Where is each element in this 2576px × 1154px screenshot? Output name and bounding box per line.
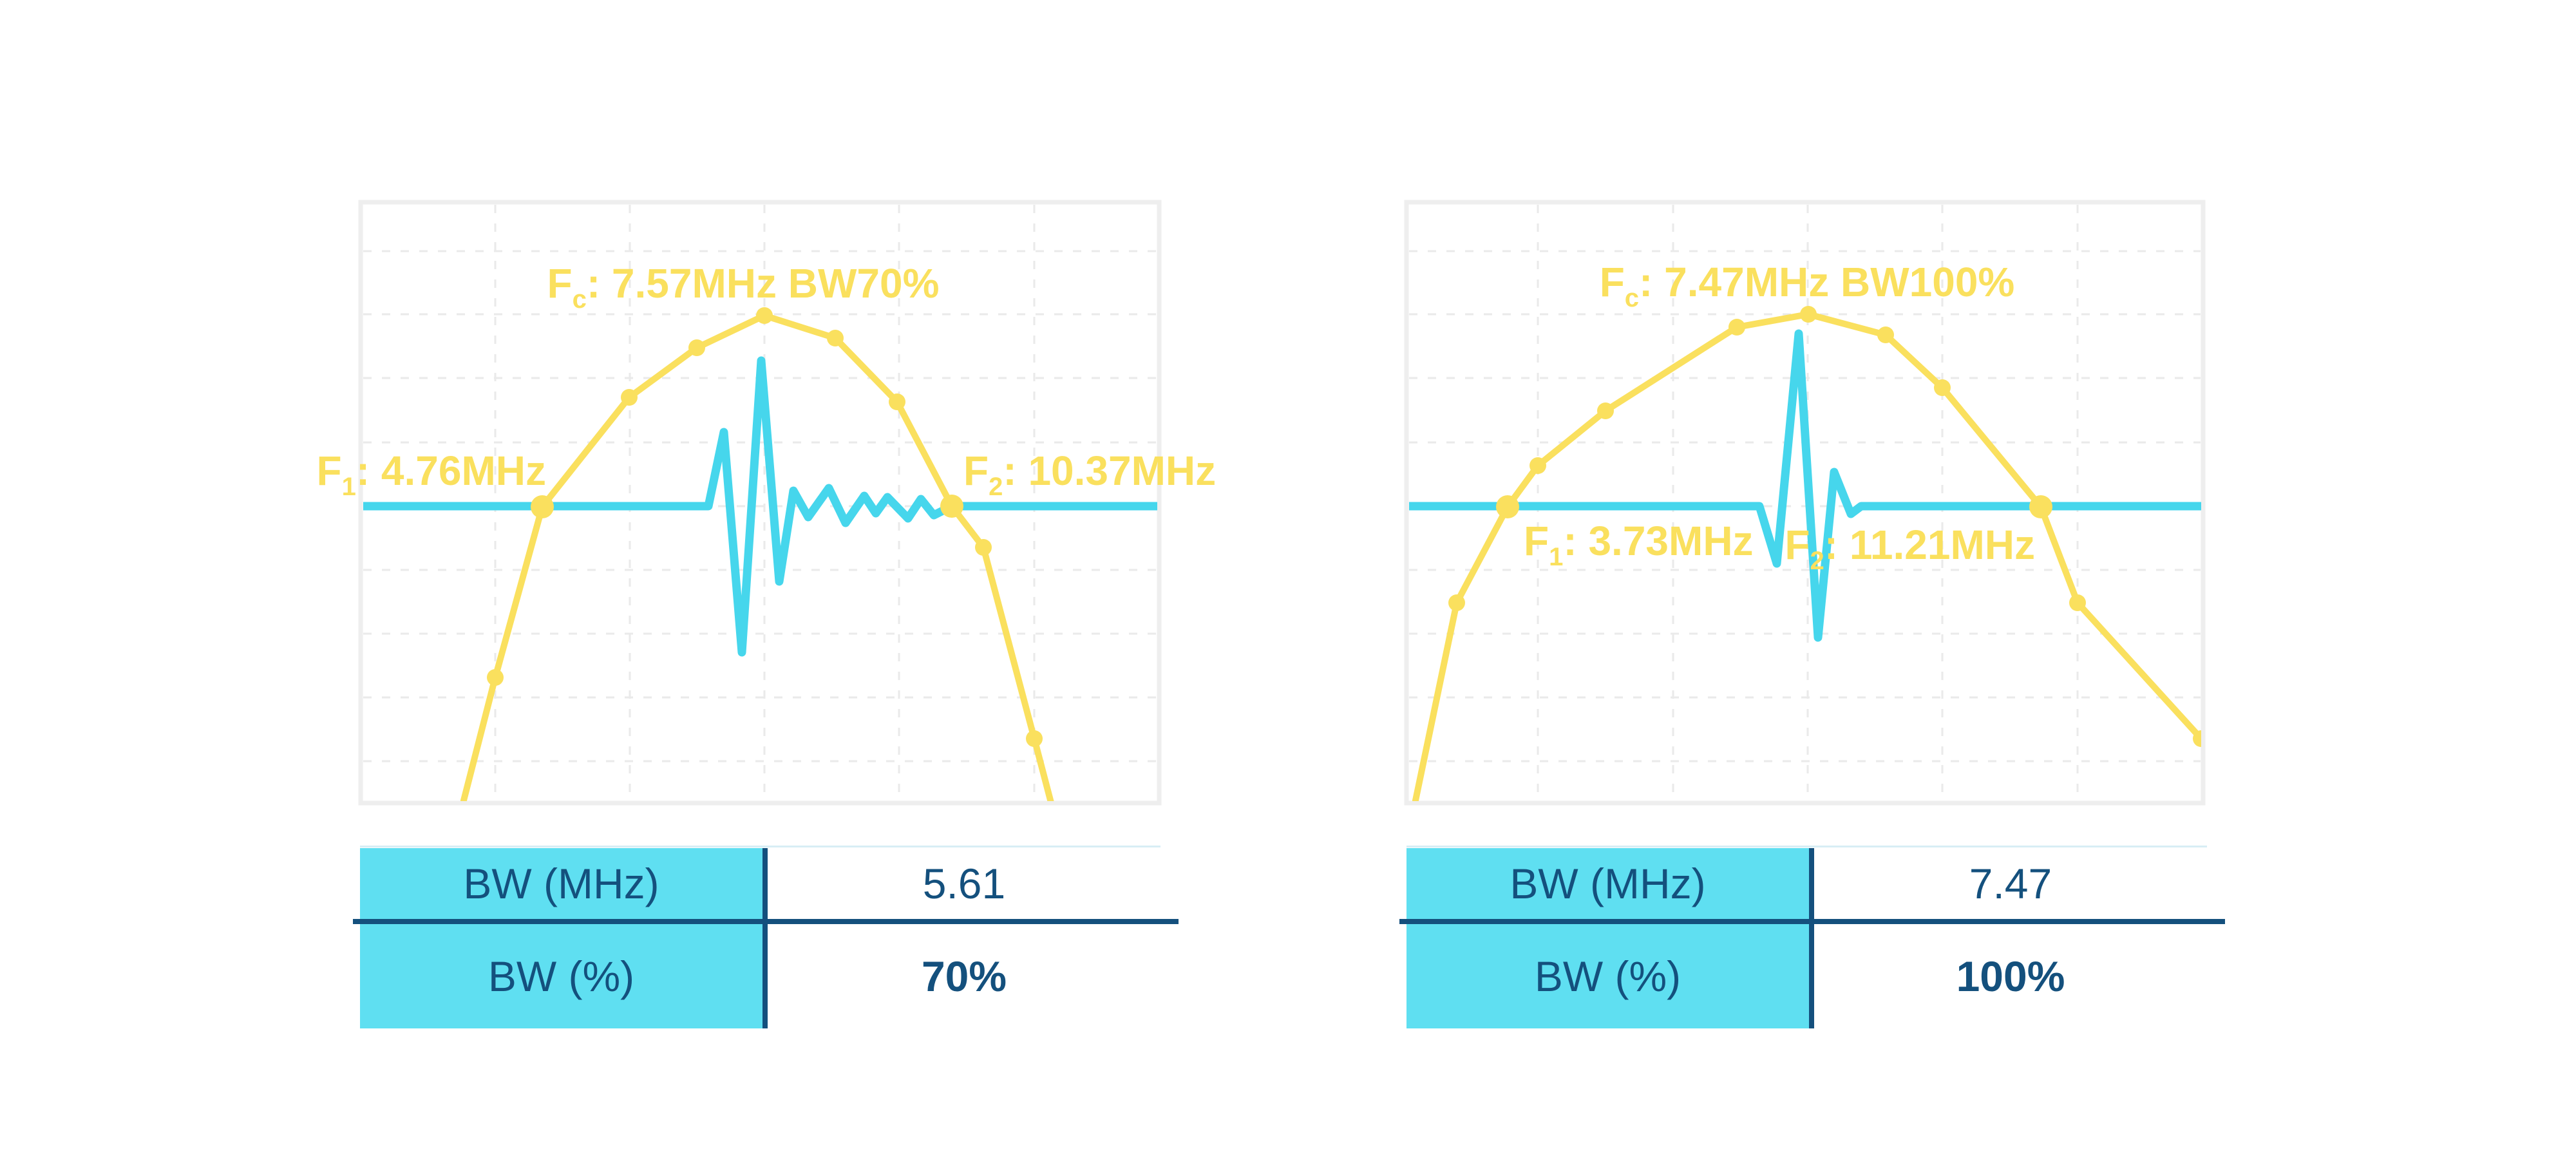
label-text: BW (MHz) bbox=[1510, 860, 1706, 907]
table-column-divider bbox=[762, 848, 768, 1028]
value-text: 70% bbox=[921, 952, 1007, 1000]
table-row-divider bbox=[353, 919, 1179, 924]
label-text: BW (%) bbox=[488, 952, 635, 1000]
data-point-marker bbox=[1448, 594, 1465, 611]
table-label-bw-pct: BW (%) bbox=[360, 924, 762, 1028]
data-point-marker bbox=[756, 307, 773, 324]
markers bbox=[487, 307, 1043, 747]
data-point-marker bbox=[1597, 402, 1614, 419]
value-text: 5.61 bbox=[922, 860, 1006, 907]
table-row-divider bbox=[1399, 919, 2225, 924]
table-value-bw-pct: 100% bbox=[1814, 924, 2207, 1028]
data-point-marker bbox=[889, 393, 905, 410]
grid bbox=[1409, 205, 2201, 801]
f1-annotation: F1: 4.76MHz bbox=[316, 448, 546, 501]
data-point-marker bbox=[487, 669, 504, 686]
label-text: BW (MHz) bbox=[463, 860, 659, 907]
spectrum-curve bbox=[1412, 311, 2201, 801]
data-point-marker bbox=[975, 539, 992, 556]
data-point-marker bbox=[827, 330, 844, 346]
table-label-bw-mhz: BW (MHz) bbox=[360, 848, 762, 919]
data-point-marker bbox=[1934, 379, 1951, 396]
table-value-bw-mhz: 7.47 bbox=[1814, 848, 2207, 919]
table-value-bw-mhz: 5.61 bbox=[768, 848, 1160, 919]
data-point-marker bbox=[1728, 319, 1745, 336]
data-point-marker bbox=[688, 339, 705, 356]
chart-title: Fc: 7.47MHz BW100% bbox=[1600, 259, 2015, 312]
table-label-column bbox=[1406, 848, 1809, 1028]
table-label-column bbox=[360, 848, 762, 1028]
bandwidth-chart-100pct: Fc: 7.47MHz BW100% F1: 3.73MHz F2: 11.21… bbox=[1404, 200, 2206, 806]
f1-annotation: F1: 3.73MHz bbox=[1524, 518, 1754, 571]
pulse-curve bbox=[1409, 329, 2201, 642]
data-point-marker bbox=[2193, 730, 2201, 747]
data-point-marker bbox=[1877, 326, 1894, 343]
bandwidth-chart-70pct: Fc: 7.57MHz BW70% F1: 4.76MHz F2: 10.37M… bbox=[316, 200, 1216, 806]
table-value-bw-pct: 70% bbox=[768, 924, 1160, 1028]
data-point-marker bbox=[1530, 457, 1546, 474]
table-top-rule bbox=[1406, 846, 2207, 847]
bandwidth-table-100pct: BW (MHz) 7.47 BW (%) 100% bbox=[1399, 846, 2225, 1031]
f2-annotation: F2: 10.37MHz bbox=[963, 448, 1216, 501]
data-point-marker bbox=[1800, 306, 1817, 323]
data-point-marker bbox=[621, 389, 638, 406]
table-label-bw-pct: BW (%) bbox=[1406, 924, 1809, 1028]
data-point-marker bbox=[1026, 730, 1043, 747]
f1-marker bbox=[1496, 495, 1519, 518]
table-label-bw-mhz: BW (MHz) bbox=[1406, 848, 1809, 919]
f2-annotation: F2: 11.21MHz bbox=[1785, 522, 2035, 575]
spectrum-curve bbox=[460, 312, 1054, 801]
f2-marker bbox=[2029, 495, 2052, 518]
data-point-marker bbox=[2069, 594, 2086, 611]
f1-marker bbox=[531, 495, 554, 518]
chart-title: Fc: 7.57MHz BW70% bbox=[547, 260, 939, 314]
table-column-divider bbox=[1809, 848, 1814, 1028]
markers bbox=[1448, 306, 2201, 747]
bandwidth-table-70pct: BW (MHz) 5.61 BW (%) 70% bbox=[353, 846, 1179, 1031]
table-top-rule bbox=[360, 846, 1160, 847]
pulse-curve bbox=[363, 356, 1157, 657]
label-text: BW (%) bbox=[1534, 952, 1681, 1000]
f2-marker bbox=[940, 495, 963, 518]
value-text: 100% bbox=[1956, 952, 2065, 1000]
value-text: 7.47 bbox=[1969, 860, 2052, 907]
